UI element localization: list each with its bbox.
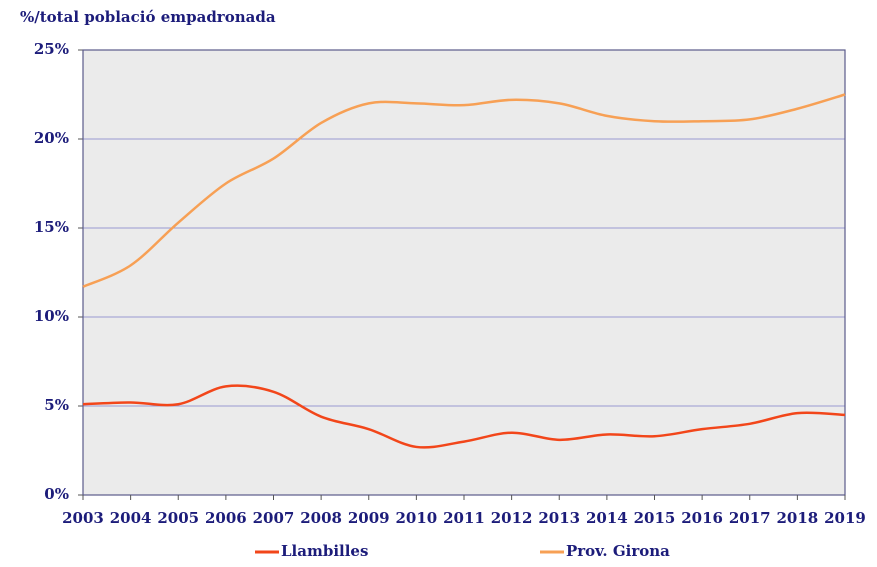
x-tick-label: 2004 — [110, 509, 152, 527]
x-tick-label: 2011 — [443, 509, 485, 527]
x-tick-label: 2005 — [157, 509, 199, 527]
y-tick-label: 0% — [44, 485, 69, 503]
x-tick-label: 2010 — [396, 509, 438, 527]
y-tick-label: 20% — [34, 129, 69, 147]
chart-title: %/total població empadronada — [20, 8, 276, 26]
x-tick-label: 2013 — [538, 509, 580, 527]
x-tick-label: 2006 — [205, 509, 247, 527]
y-tick-label: 15% — [34, 218, 69, 236]
x-tick-label: 2003 — [62, 509, 104, 527]
x-tick-label: 2012 — [491, 509, 533, 527]
legend-label: Prov. Girona — [566, 542, 670, 560]
y-tick-label: 5% — [44, 396, 69, 414]
line — [82, 384, 846, 449]
x-tick-label: 2019 — [824, 509, 866, 527]
x-tick-label: 2018 — [777, 509, 819, 527]
plot-area — [83, 50, 845, 495]
x-tick-label: 2014 — [586, 509, 628, 527]
line — [82, 93, 846, 288]
x-tick-label: 2007 — [253, 509, 295, 527]
y-tick-label: 10% — [34, 307, 69, 325]
x-tick-label: 2009 — [348, 509, 390, 527]
y-tick-label: 25% — [34, 40, 69, 58]
x-tick-label: 2017 — [729, 509, 771, 527]
x-tick-label: 2016 — [681, 509, 723, 527]
legend-label: Llambilles — [281, 542, 368, 560]
x-tick-label: 2015 — [634, 509, 676, 527]
x-tick-label: 2008 — [300, 509, 342, 527]
